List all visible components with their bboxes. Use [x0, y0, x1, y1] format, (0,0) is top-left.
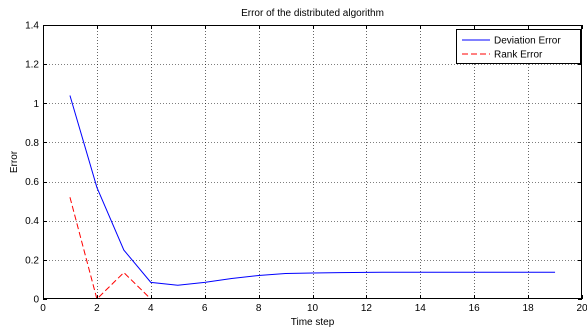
- y-tick-label: 0.4: [25, 216, 39, 227]
- y-tick-label: 1.4: [25, 21, 39, 32]
- legend-entry-deviation-error: Deviation Error: [494, 36, 561, 47]
- ticks: 0 2 4 6 8 10 12 14 16 18 20 0 0.2 0.4 0.6 0.8 1 1.2 1.4: [25, 21, 587, 315]
- y-tick-label: 0: [33, 295, 39, 306]
- x-tick-label: 18: [523, 303, 535, 314]
- legend-entry-rank-error: Rank Error: [494, 50, 543, 61]
- plot-frame: [43, 25, 582, 299]
- x-tick-label: 2: [94, 303, 100, 314]
- grid: [43, 25, 582, 299]
- y-tick-label: 1.2: [25, 60, 39, 71]
- y-tick-label: 1: [33, 99, 39, 110]
- plot-area: [43, 25, 582, 299]
- series-layer: [69, 95, 556, 300]
- x-tick-label: 12: [361, 303, 373, 314]
- x-tick-label: 20: [576, 303, 587, 314]
- x-tick-label: 8: [256, 303, 262, 314]
- y-axis-label: Error: [9, 150, 20, 173]
- x-tick-label: 4: [148, 303, 154, 314]
- x-tick-label: 6: [202, 303, 208, 314]
- chart-title: Error of the distributed algorithm: [241, 8, 384, 19]
- legend: Deviation Error Rank Error: [456, 29, 581, 64]
- x-tick-label: 0: [40, 303, 46, 314]
- y-tick-label: 0.2: [25, 255, 39, 266]
- series-line-deviation-error: [69, 95, 556, 286]
- y-tick-label: 0.8: [25, 138, 39, 149]
- x-tick-label: 14: [415, 303, 427, 314]
- y-tick-label: 0.6: [25, 177, 39, 188]
- x-tick-label: 10: [307, 303, 319, 314]
- x-axis-label: Time step: [291, 317, 335, 328]
- x-tick-label: 16: [469, 303, 481, 314]
- legend-box: [456, 29, 581, 64]
